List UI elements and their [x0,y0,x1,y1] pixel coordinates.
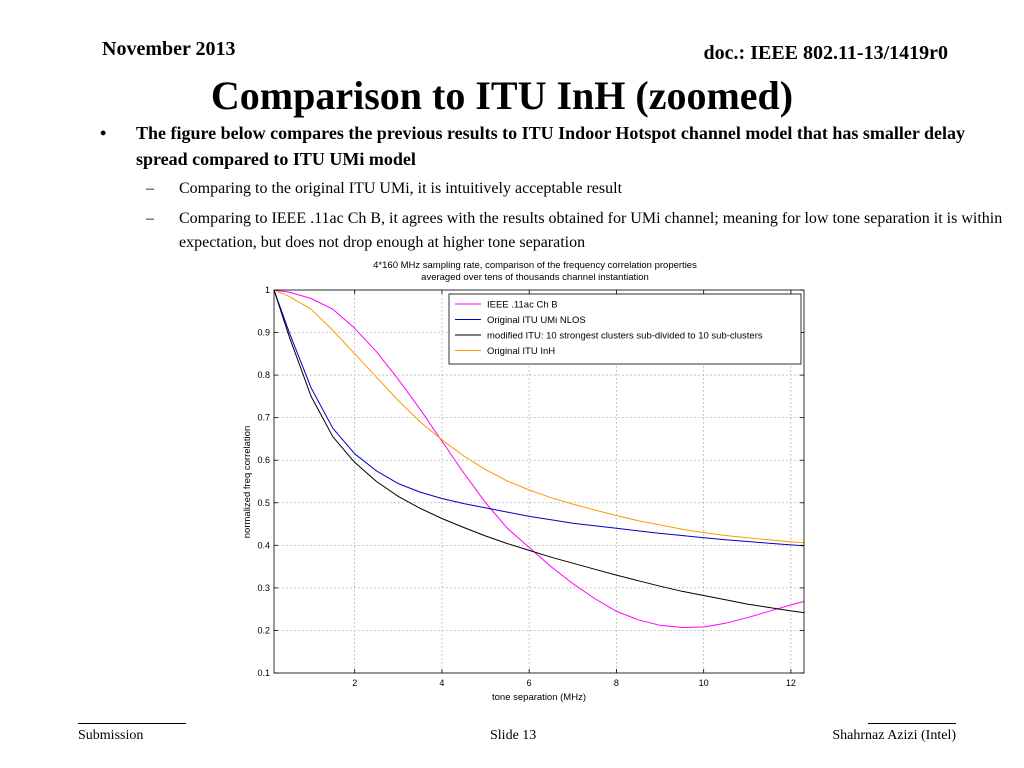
x-tick-label: 2 [352,678,357,688]
x-tick-label: 10 [699,678,709,688]
y-tick-label: 0.6 [257,455,270,465]
footer-center: Slide 13 [490,728,537,743]
chart-subtitle: averaged over tens of thousands channel … [421,272,649,283]
y-tick-label: 0.7 [257,413,270,423]
y-tick-label: 0.5 [257,498,270,508]
legend-label: Original ITU UMi NLOS [487,315,586,326]
x-axis-label: tone separation (MHz) [492,692,586,703]
tick-layer: 2 4 6 8 10 12 0.1 0.2 0.3 0.4 0.5 0.6 0.7 0.8 0.9 1 [257,285,804,688]
chart-svg: 4*160 MHz sampling rate, comparison of t… [242,260,805,703]
x-tick-label: 4 [439,678,444,688]
sub-bullet-text: Comparing to IEEE .11ac Ch B, it agrees … [179,210,1003,251]
bullet-text: The figure below compares the previous r… [136,123,966,169]
chart-legend: IEEE .11ac Ch B Original ITU UMi NLOS modi… [448,293,802,365]
y-tick-label: 0.2 [257,625,270,635]
bullet-dot: • [100,123,107,143]
x-tick-label: 6 [527,678,532,688]
footer-rule-left [78,723,186,724]
x-tick-label: 8 [614,678,619,688]
footer-rule-right [868,723,956,724]
correlation-chart: 4*160 MHz sampling rate, comparison of t… [230,252,820,709]
sub-bullet-dash: – [146,210,154,227]
series-line-1 [273,289,805,628]
x-tick-label: 12 [786,678,796,688]
sub-bullet-text: Comparing to the original ITU UMi, it is… [179,180,623,197]
series-line-3 [273,289,805,614]
bullet-main: • The figure below compares the previous… [100,120,1016,172]
sub-bullet-1: – Comparing to the original ITU UMi, it … [146,177,1006,201]
y-tick-label: 0.1 [257,668,270,678]
plot-frame [273,289,805,674]
y-tick-label: 0.9 [257,328,270,338]
series-line-4 [273,289,805,544]
footer-left: Submission [78,728,144,743]
header-doc-id: doc.: IEEE 802.11-13/1419r0 [703,42,948,64]
legend-label: modified ITU: 10 strongest clusters sub-… [487,331,763,342]
sub-bullet-2: – Comparing to IEEE .11ac Ch B, it agree… [146,207,1006,255]
y-tick-label: 0.3 [257,583,270,593]
header-date: November 2013 [102,38,236,60]
chart-title: 4*160 MHz sampling rate, comparison of t… [373,260,697,271]
legend-label: Original ITU InH [487,346,555,357]
y-tick-label: 0.4 [257,540,270,550]
footer-right: Shahrnaz Azizi (Intel) [832,728,956,743]
slide-title: Comparison to ITU InH (zoomed) [210,73,794,118]
y-tick-label: 0.8 [257,370,270,380]
legend-label: IEEE .11ac Ch B [487,300,558,311]
sub-bullet-dash: – [146,180,154,197]
series-line-2 [273,289,805,547]
y-tick-label: 1 [265,285,270,295]
legend-box [448,293,802,365]
y-axis-label: normalized freq correlation [242,426,253,538]
series-layer [273,289,805,628]
